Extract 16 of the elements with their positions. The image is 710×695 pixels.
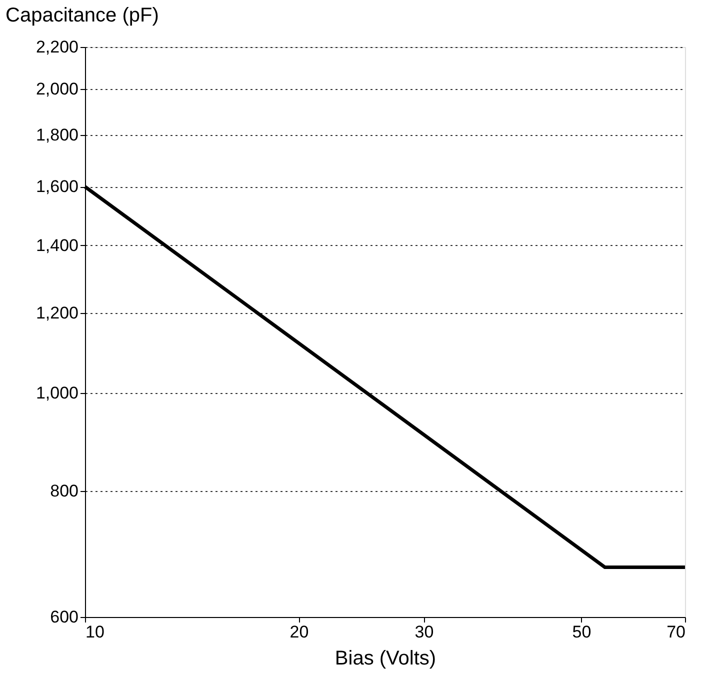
x-tick-label: 10 (86, 622, 104, 642)
x-axis-title: Bias (Volts) (334, 648, 436, 670)
y-axis-title: Capacitance (pF) (6, 4, 159, 26)
y-tick-label: 600 (50, 608, 78, 626)
y-tick-label: 800 (50, 481, 78, 500)
y-tick-label: 2,200 (36, 38, 78, 56)
y-tick-label: 1,600 (36, 177, 78, 196)
y-tick-label: 2,000 (36, 79, 78, 98)
y-tick-label: 1,400 (36, 236, 78, 255)
y-tick-label: 1,200 (36, 303, 78, 322)
x-tick-label: 70 (666, 622, 686, 642)
x-tick-label: 30 (414, 622, 434, 642)
x-tick-label: 20 (290, 622, 309, 642)
y-tick-label: 1,800 (36, 126, 78, 145)
x-tick-label: 50 (572, 622, 592, 642)
y-tick-label: 1,000 (36, 383, 78, 402)
